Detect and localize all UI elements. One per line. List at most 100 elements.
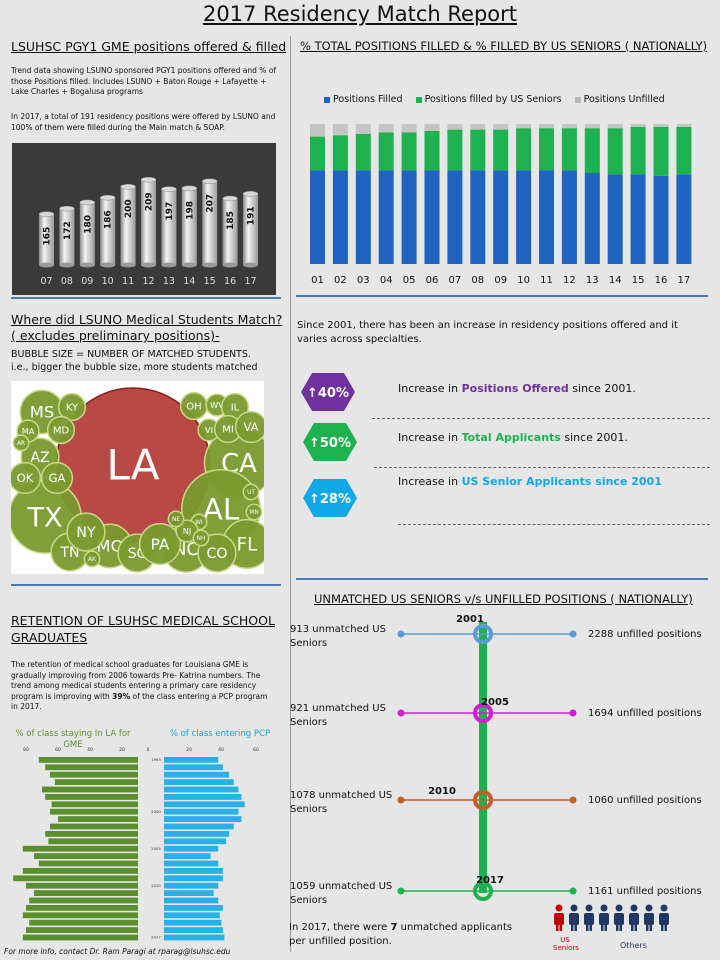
green-bar	[51, 801, 138, 808]
stacked-bar-segment	[401, 170, 417, 264]
stacked-bar-segment	[516, 170, 532, 264]
timeline-right-dot	[569, 796, 577, 804]
person-leg-icon	[664, 923, 667, 931]
year-label: 2005	[151, 846, 161, 851]
person-leg-icon	[589, 923, 592, 931]
bubble-label: MN	[249, 510, 258, 516]
blue-bar	[164, 875, 223, 882]
bubble-ar	[12, 434, 30, 452]
stacked-bar-segment	[539, 124, 554, 129]
increase-highlight-positions: Positions Offered	[461, 382, 569, 395]
x-tick-label: 12	[142, 276, 154, 287]
person-icon	[555, 904, 563, 912]
blue-bar	[164, 927, 223, 933]
stacked-bar-segment	[401, 132, 417, 171]
person-icon	[630, 904, 638, 912]
person-leg-icon	[571, 923, 574, 931]
axis-tick: 40	[218, 747, 224, 753]
green-bar	[22, 934, 138, 941]
stacked-bar-segment	[516, 124, 532, 129]
bar-value-label: 198	[185, 201, 195, 220]
stacked-bar-segment	[584, 173, 600, 264]
timeline-left-text: 1078 unmatched US	[290, 790, 392, 801]
timeline-year: 2010	[428, 786, 456, 797]
x-tick-label: 04	[380, 275, 393, 286]
legend-others: Others	[620, 941, 647, 950]
cylinder-bar	[161, 189, 177, 265]
green-bar	[50, 808, 138, 815]
bubble-chart: LA TX CA AL MS AZ FL NC TN MO SC PA NY CO GA OK KY MD MA AR…	[8, 381, 275, 574]
timeline-right-dot	[569, 709, 577, 717]
footer-contact: For more info, contact Dr. Ram Paragi at…	[4, 947, 231, 956]
cylinder-top	[242, 191, 259, 197]
stacked-bar-segment	[310, 170, 325, 264]
green-bar	[26, 905, 138, 911]
bubble-label: GA	[49, 471, 66, 485]
bar-value-label: 165	[43, 227, 53, 246]
retention-green-label: % of class staying In LA for GME	[15, 729, 131, 750]
blue-bar	[164, 779, 234, 785]
divider	[296, 295, 708, 297]
cylinder-base	[222, 262, 238, 268]
bubble-label: CO	[207, 546, 228, 562]
bubble-ga	[40, 461, 74, 495]
blue-bar	[164, 897, 219, 904]
bubble-label: OK	[17, 471, 34, 485]
blue-bar	[164, 890, 214, 896]
timeline-right-dot	[569, 630, 577, 638]
x-tick-label: 05	[403, 275, 416, 286]
timeline-left-dot	[397, 887, 405, 895]
blue-bar	[164, 831, 230, 837]
blue-bar	[164, 823, 234, 830]
x-tick-label: 08	[61, 276, 73, 287]
bubble-note: BUBBLE SIZE = NUMBER OF MATCHED STUDENTS…	[11, 348, 286, 374]
cylinder-top	[161, 186, 177, 192]
bar-value-label: 209	[145, 192, 155, 211]
x-tick-label: 08	[471, 275, 484, 286]
bubble-label: MS	[30, 403, 54, 422]
badge-text-positions: ↑40%	[307, 386, 349, 401]
legend-swatch-unfilled	[574, 96, 581, 103]
blue-bar	[164, 868, 223, 874]
bar-value-label: 207	[206, 194, 216, 213]
stacked-chart: 01 02 03 04 05 06 07 08 09 10 11 12 13 14 15 16 17	[310, 124, 692, 286]
stacked-bar-segment	[355, 170, 371, 264]
person-leg-icon	[574, 923, 577, 931]
dashed-separator	[372, 418, 710, 419]
bar-value-label: 186	[104, 210, 114, 229]
x-tick-label: 09	[81, 276, 93, 287]
axis-tick: 40	[87, 747, 93, 753]
stacked-bar-segment	[424, 124, 440, 131]
stacked-legend: Positions Filled Positions filled by US …	[300, 94, 710, 105]
x-tick-label: 11	[122, 276, 134, 287]
blue-bar	[164, 882, 219, 889]
stacked-bar-segment	[378, 170, 394, 264]
cylinder-bar	[202, 181, 218, 265]
stacked-bar-segment	[653, 175, 669, 264]
x-tick-label: 06	[426, 275, 439, 286]
legend-label-unfilled: Positions Unfilled	[583, 94, 665, 105]
cylinder-base	[202, 262, 218, 268]
bubble-label: MI	[222, 425, 234, 436]
blue-bar	[164, 757, 219, 763]
blue-bar	[164, 919, 222, 926]
green-bar	[22, 845, 138, 852]
timeline-left-text: Seniors	[290, 895, 327, 906]
increase-intro: Since 2001, there has been an increase i…	[297, 320, 678, 345]
person-body-icon	[629, 913, 639, 925]
year-label: 2000	[151, 809, 161, 814]
stacked-bar-segment	[516, 128, 532, 171]
green-bar	[48, 838, 138, 845]
timeline-left-text: 1059 unmatched US	[290, 881, 392, 892]
green-bar	[50, 823, 138, 830]
person-icon	[645, 904, 653, 912]
stacked-bar-segment	[447, 124, 463, 130]
stacked-bar-segment	[332, 135, 348, 171]
x-tick-label: 12	[563, 275, 576, 286]
blue-bar	[164, 934, 225, 941]
bubble-ne	[167, 510, 185, 528]
green-bar	[26, 882, 138, 889]
x-tick-label: 15	[204, 276, 216, 287]
bubble-co	[197, 533, 237, 573]
